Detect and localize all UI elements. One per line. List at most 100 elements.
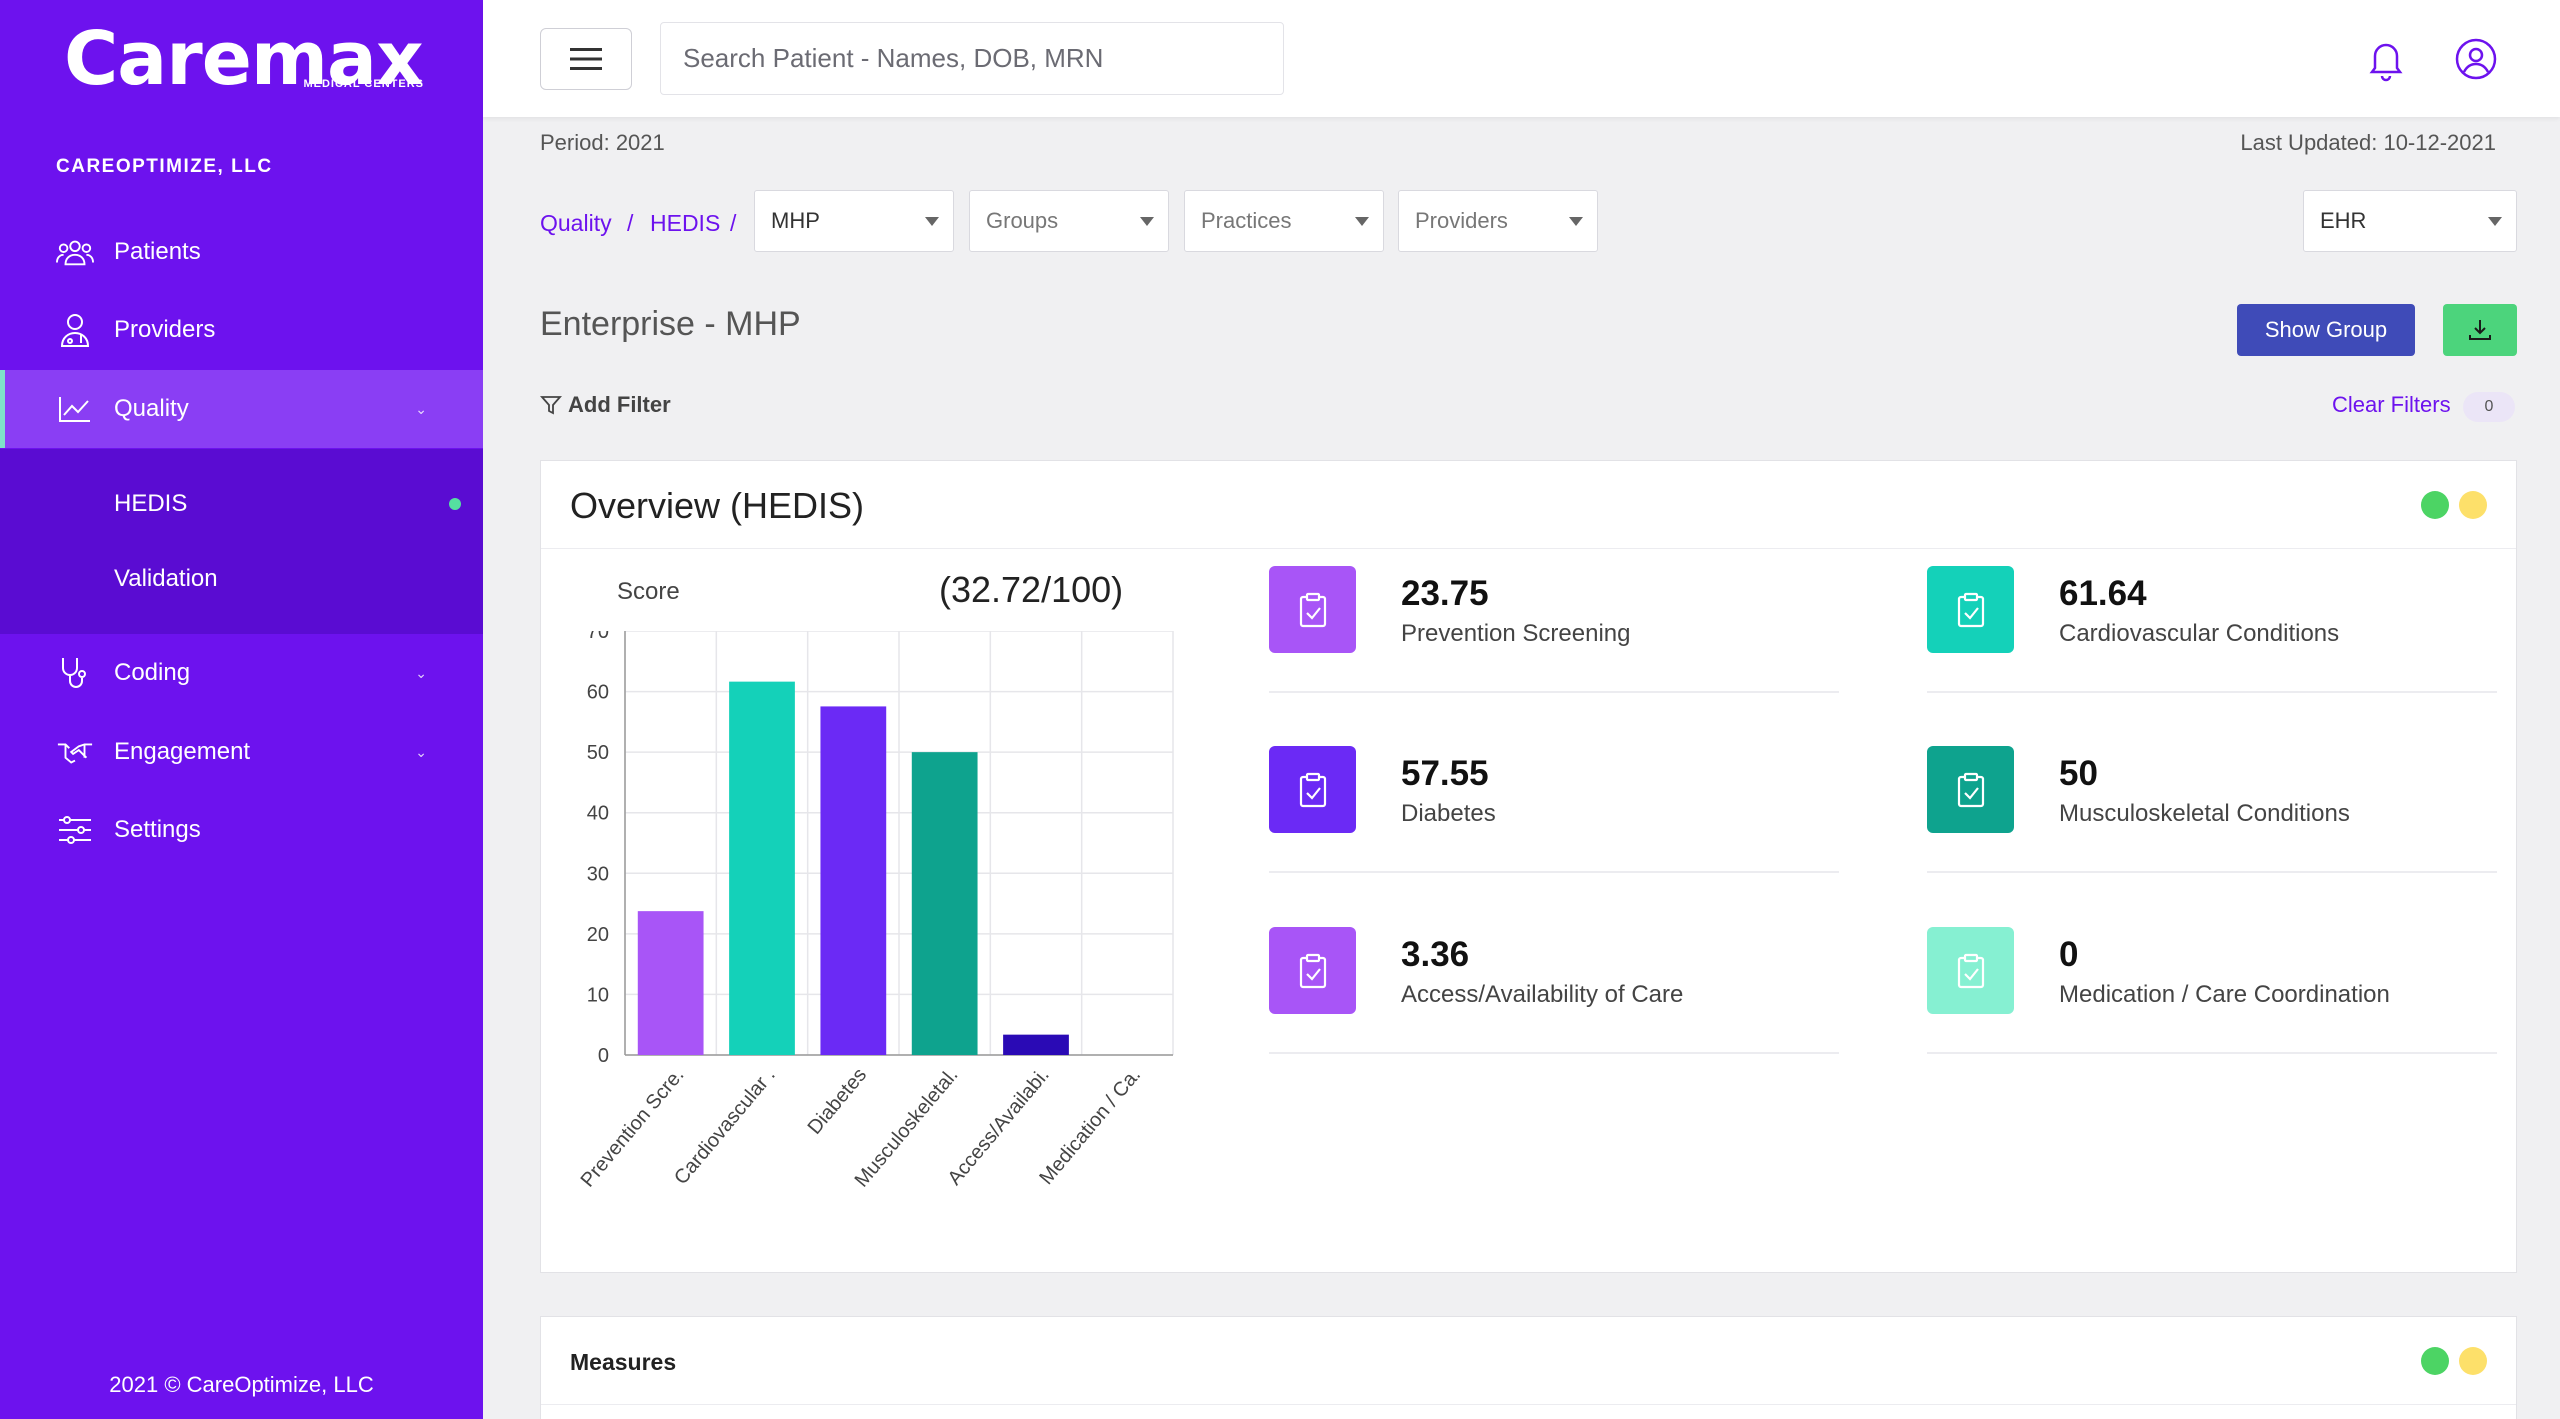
sidebar-item-label: Patients [114, 238, 201, 265]
stat-value: 3.36 [1401, 935, 1470, 974]
sidebar-item-label: Coding [114, 659, 191, 686]
clipboard-check-icon [1269, 566, 1356, 653]
chart-line-icon [56, 390, 94, 428]
bar-5 [1003, 1034, 1069, 1055]
logo-text: Caremax [64, 16, 424, 102]
sidebar-item-providers[interactable]: Providers [0, 291, 483, 369]
stat-diabetes[interactable]: 57.55 Diabetes [1269, 746, 1839, 926]
stat-label: Cardiovascular Conditions [2059, 620, 2340, 647]
stat-cardiovascular-conditions[interactable]: 61.64 Cardiovascular Conditions [1927, 566, 2497, 746]
period-label: Period: 2021 [540, 130, 665, 155]
sidebar-item-label: Engagement [114, 738, 251, 765]
score-value: (32.72/100) [939, 569, 1124, 610]
groups-select-value: Groups [986, 208, 1059, 233]
provider-icon [56, 311, 94, 349]
x-tick-label: Medication / Ca. [1035, 1064, 1145, 1189]
source-select-value: EHR [2320, 208, 2367, 233]
plan-select-value: MHP [771, 208, 820, 233]
download-button[interactable] [2443, 304, 2517, 356]
divider [1269, 871, 1839, 873]
sidebar-subitem-hedis[interactable]: HEDIS [114, 490, 188, 517]
page-title: Enterprise - MHP [540, 305, 801, 343]
stat-musculoskeletal-conditions[interactable]: 50 Musculoskeletal Conditions [1927, 746, 2497, 926]
caret-down-icon [2488, 217, 2502, 226]
stethoscope-icon [56, 654, 94, 692]
sidebar-item-coding[interactable]: Coding ⌄ [0, 634, 483, 712]
plan-select[interactable]: MHP [754, 190, 954, 252]
status-dot-yellow [2459, 491, 2487, 519]
overview-card: Overview (HEDIS) Score (32.72/100) 0 10 20… [540, 460, 2517, 1273]
x-tick-label: Diabetes [804, 1064, 872, 1139]
chevron-down-icon: ⌄ [415, 400, 427, 417]
stat-label: Medication / Care Coordination [2059, 981, 2390, 1008]
divider [1269, 691, 1839, 693]
bar-2 [729, 681, 795, 1055]
card-title: Overview (HEDIS) [570, 485, 865, 526]
user-account-icon[interactable] [2453, 36, 2499, 82]
bar-3 [820, 706, 887, 1055]
divider [541, 548, 2516, 549]
y-tick-label: 70 [587, 631, 609, 643]
x-tick-label: Access/Availabi. [944, 1064, 1054, 1189]
clipboard-check-icon [1927, 927, 2014, 1014]
handshake-icon [56, 733, 94, 771]
copyright: 2021 © CareOptimize, LLC [109, 1372, 374, 1397]
divider [1927, 871, 2497, 873]
filter-count-badge: 0 [2463, 392, 2515, 422]
stat-value: 23.75 [1401, 574, 1489, 613]
y-tick-label: 0 [598, 1045, 609, 1067]
org-name: CAREOPTIMIZE, LLC [56, 156, 273, 177]
clipboard-check-icon [1269, 746, 1356, 833]
filter-icon [540, 396, 562, 415]
sidebar-item-quality[interactable]: Quality ⌄ [0, 370, 483, 448]
y-tick-label: 30 [587, 863, 609, 885]
stat-medication-care-coordination[interactable]: 0 Medication / Care Coordination [1927, 927, 2497, 1107]
sidebar-item-patients[interactable]: Patients [0, 213, 483, 291]
add-filter-button[interactable]: Add Filter [540, 392, 671, 418]
source-select[interactable]: EHR [2303, 190, 2517, 252]
practices-select[interactable]: Practices [1184, 190, 1384, 252]
sidebar-item-settings[interactable]: Settings [0, 791, 483, 869]
clipboard-check-icon [1927, 566, 2014, 653]
measures-card: Measures [540, 1316, 2517, 1419]
sidebar-item-label: Settings [114, 816, 201, 843]
caret-down-icon [1569, 217, 1583, 226]
stat-label: Prevention Screening [1401, 620, 1631, 647]
top-bar [483, 0, 2560, 117]
bell-icon[interactable] [2363, 36, 2409, 82]
logo-subtitle: MEDICAL CENTERS [303, 78, 424, 90]
logo[interactable]: Caremax MEDICAL CENTERS [64, 14, 424, 104]
status-dot-green [2421, 1347, 2449, 1375]
show-group-button[interactable]: Show Group [2237, 304, 2415, 356]
stat-access-availability-of-care[interactable]: 3.36 Access/Availability of Care [1269, 927, 1839, 1107]
sidebar-subitem-validation[interactable]: Validation [114, 565, 218, 592]
stat-value: 0 [2059, 935, 2079, 974]
bar-4 [911, 752, 978, 1055]
sidebar-item-engagement[interactable]: Engagement ⌄ [0, 713, 483, 791]
menu-button[interactable] [540, 28, 632, 90]
divider [1269, 1052, 1839, 1054]
chevron-down-icon: ⌄ [415, 664, 427, 681]
stat-prevention-screening[interactable]: 23.75 Prevention Screening [1269, 566, 1839, 746]
breadcrumb-hedis[interactable]: HEDIS [650, 210, 721, 236]
y-tick-label: 50 [587, 742, 609, 764]
y-tick-label: 10 [587, 984, 609, 1006]
stat-value: 61.64 [2059, 574, 2147, 613]
breadcrumb-separator: / [730, 210, 737, 236]
sliders-icon [56, 811, 94, 849]
groups-select[interactable]: Groups [969, 190, 1169, 252]
search-input[interactable] [660, 22, 1284, 95]
download-icon [2469, 320, 2491, 340]
y-tick-label: 20 [587, 924, 609, 946]
breadcrumb-quality[interactable]: Quality [540, 210, 612, 236]
caret-down-icon [925, 217, 939, 226]
clear-filters-link[interactable]: Clear Filters [2332, 392, 2451, 417]
clipboard-check-icon [1927, 746, 2014, 833]
y-tick-label: 60 [587, 682, 609, 704]
breadcrumb-separator: / [627, 210, 634, 236]
providers-select[interactable]: Providers [1398, 190, 1598, 252]
x-tick-label: Cardiovascular . [670, 1064, 780, 1189]
caret-down-icon [1355, 217, 1369, 226]
sidebar-item-label: Providers [114, 316, 216, 343]
stat-label: Diabetes [1401, 800, 1496, 827]
